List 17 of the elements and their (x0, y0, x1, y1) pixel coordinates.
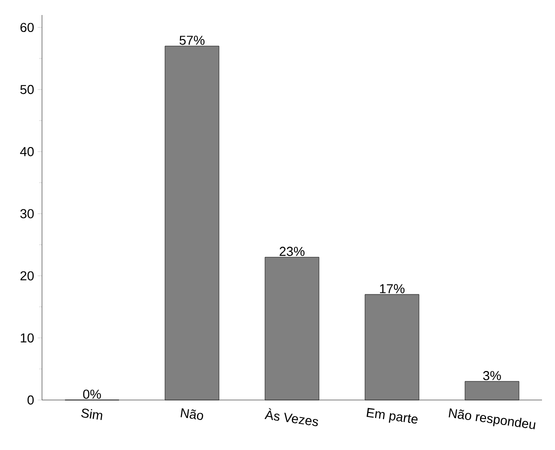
x-tick-label: Às Vezes (264, 408, 318, 426)
y-tick-label: 10 (20, 333, 34, 342)
y-tick-label: 50 (20, 84, 34, 94)
data-label: 23% (280, 246, 305, 256)
y-tick-label: 40 (20, 147, 34, 156)
data-label: 17% (380, 284, 405, 294)
data-label: 3% (483, 371, 501, 380)
x-tick-label: Não (180, 408, 204, 420)
y-tick-label: 30 (20, 209, 34, 218)
y-tick-label: 60 (20, 22, 34, 32)
data-label: 57% (180, 36, 205, 45)
x-tick-label: Não respondeu (448, 408, 536, 430)
x-tick-label: Em parte (366, 408, 418, 424)
y-tick-label: 20 (20, 271, 34, 280)
y-tick-label: 0 (28, 395, 34, 405)
x-tick-label: Sim (81, 408, 102, 420)
data-label: 0% (83, 390, 101, 399)
